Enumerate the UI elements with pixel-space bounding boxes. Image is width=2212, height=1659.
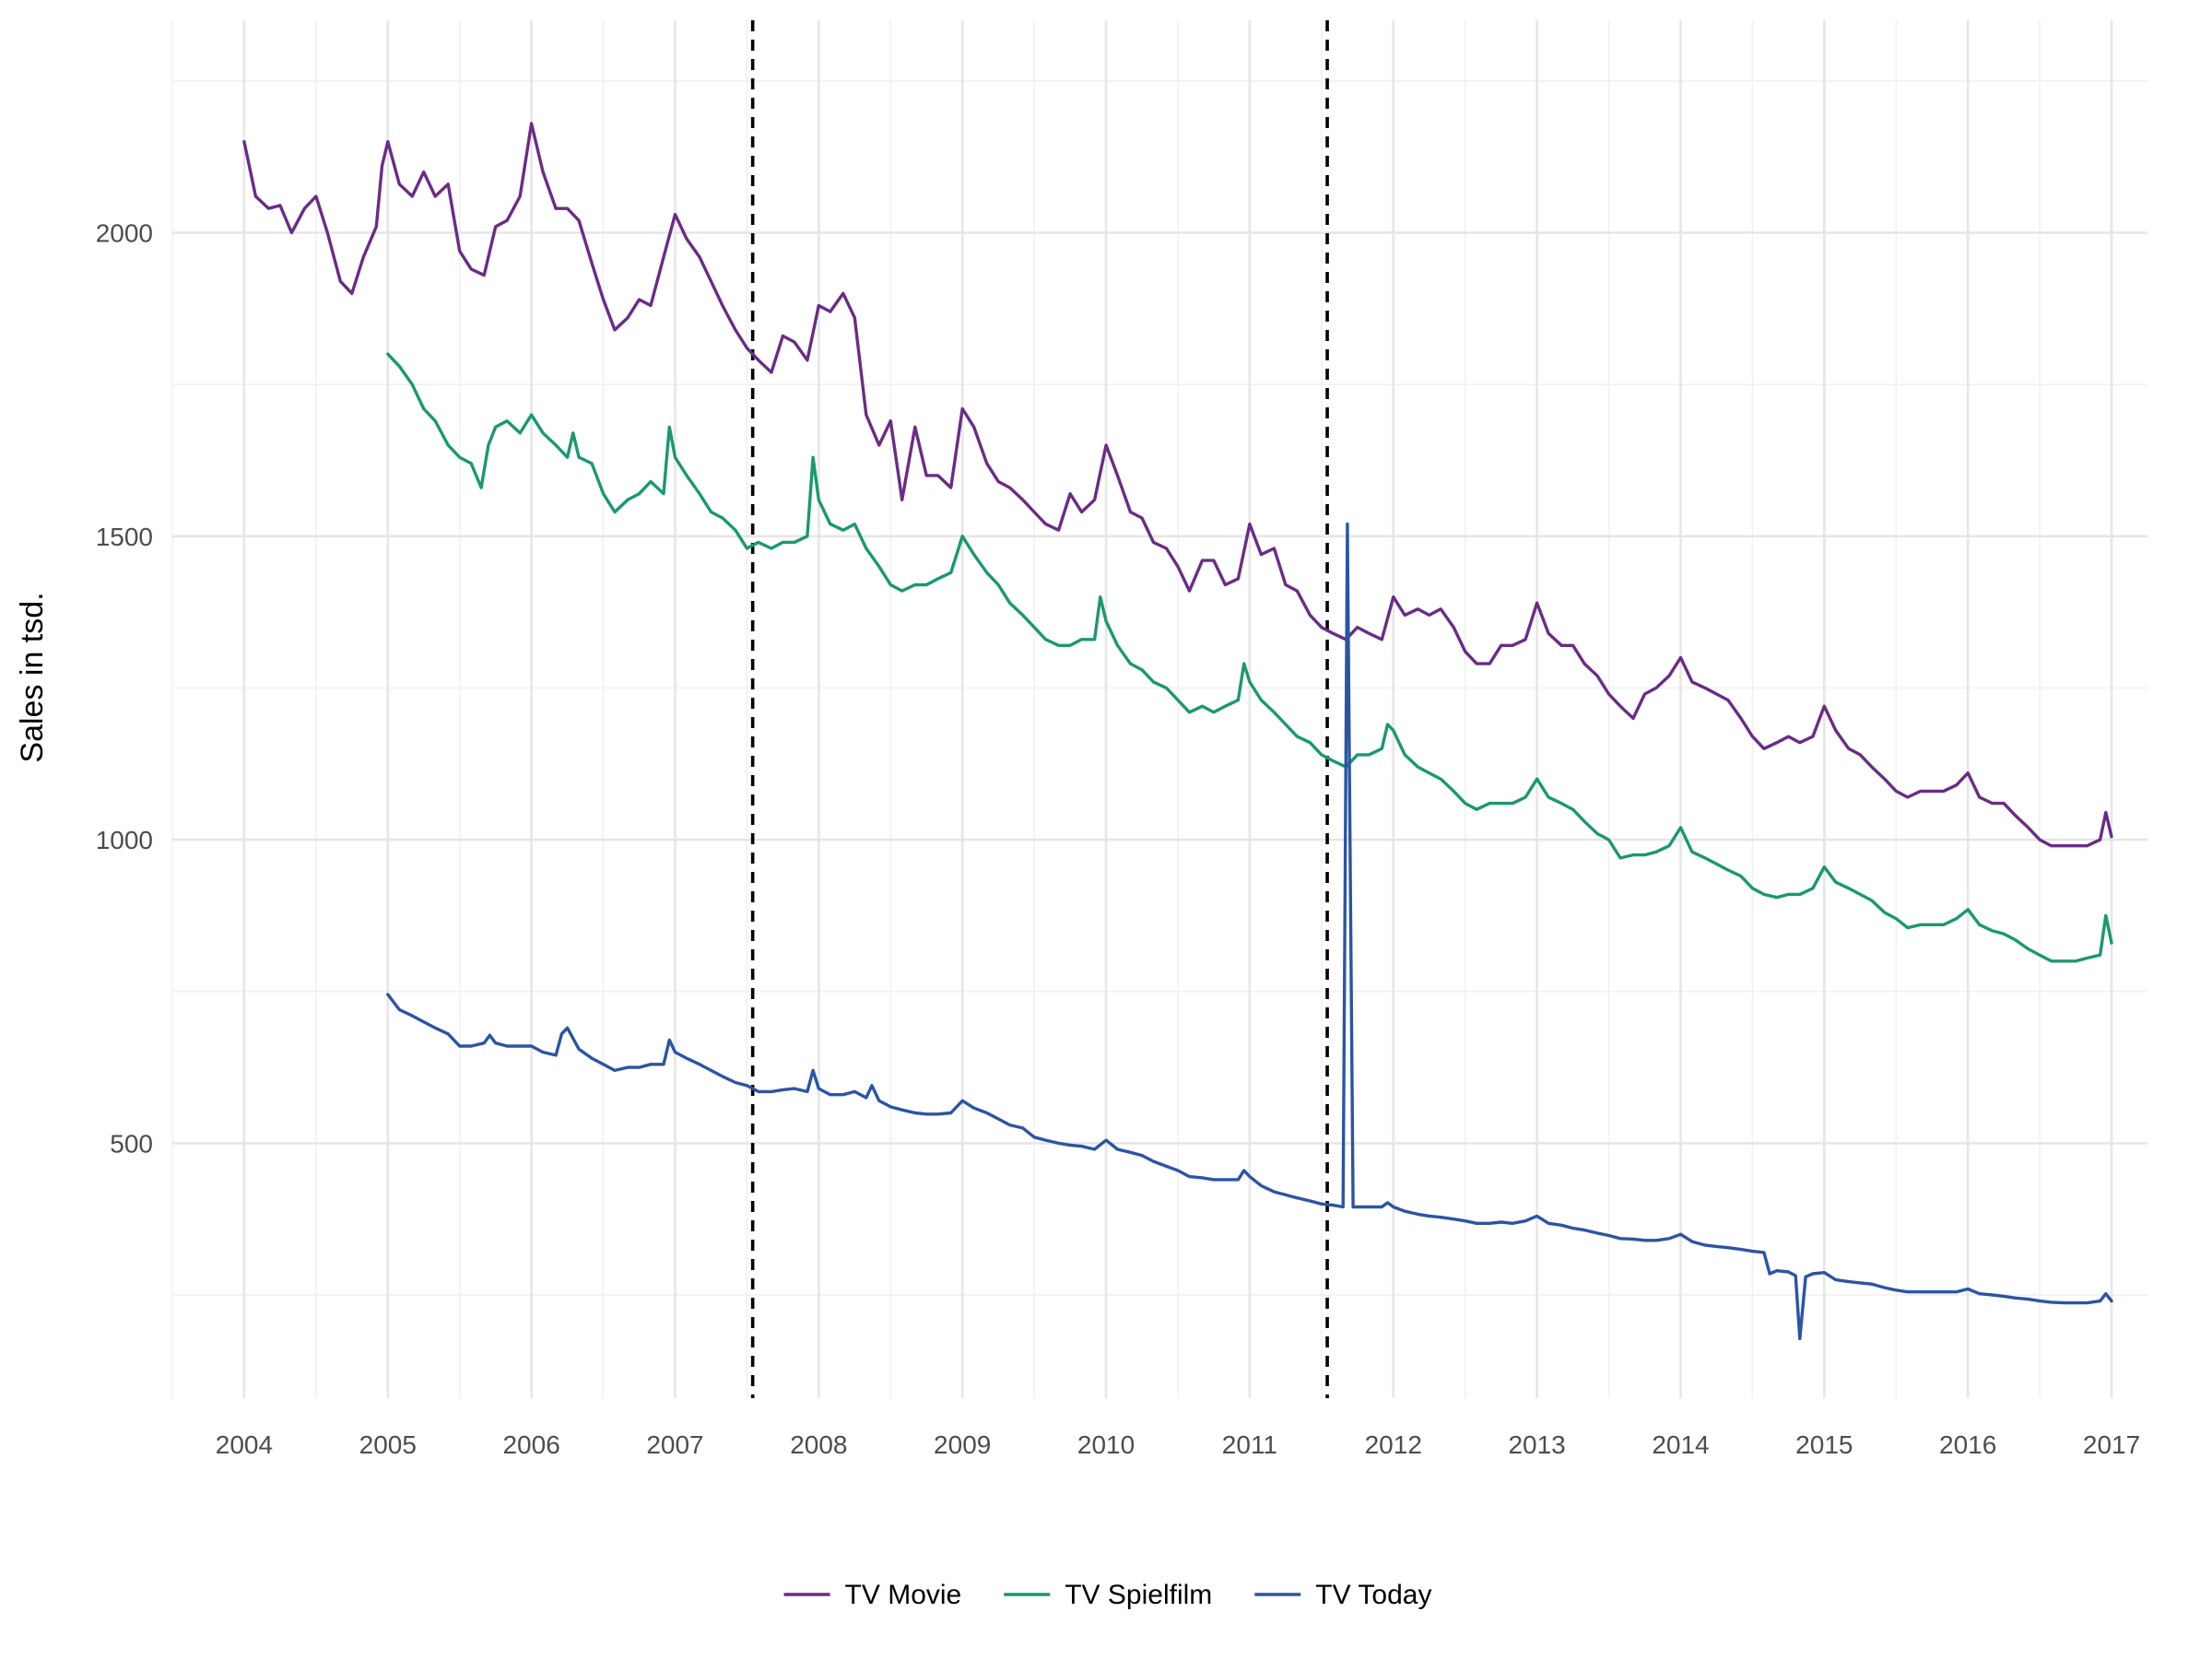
y-tick-label: 500 <box>110 1129 153 1158</box>
x-tick-label: 2010 <box>1077 1430 1135 1459</box>
legend-label-tv-spielfilm: TV Spielfilm <box>1065 1580 1212 1610</box>
x-tick-label: 2007 <box>646 1430 703 1459</box>
x-tick-label: 2013 <box>1508 1430 1565 1459</box>
y-tick-label: 1500 <box>96 523 153 551</box>
legend-label-tv-movie: TV Movie <box>845 1580 962 1610</box>
legend-label-tv-today: TV Today <box>1315 1580 1431 1610</box>
x-tick-label: 2014 <box>1652 1430 1709 1459</box>
legend: TV Movie TV Spielfilm TV Today <box>783 1580 1431 1610</box>
series-line-tv-spielfilm <box>386 352 2113 963</box>
series-lines <box>242 122 2113 1341</box>
x-tick-label: 2004 <box>216 1430 273 1459</box>
series-line-tv-today <box>386 522 2113 1341</box>
x-axis-tick-labels: 2004 2005 2006 2007 2008 2009 2010 2011 2012 2013… <box>216 1430 2140 1459</box>
y-tick-label: 2000 <box>96 219 153 248</box>
y-axis-title: Sales in tsd. <box>15 592 50 762</box>
x-tick-label: 2009 <box>934 1430 991 1459</box>
x-tick-label: 2008 <box>790 1430 847 1459</box>
y-axis-tick-labels: 500 1000 1500 2000 <box>96 219 153 1159</box>
x-tick-label: 2017 <box>2083 1430 2140 1459</box>
y-tick-label: 1000 <box>96 826 153 854</box>
x-tick-label: 2016 <box>1939 1430 1996 1459</box>
x-tick-label: 2012 <box>1365 1430 1422 1459</box>
x-tick-label: 2011 <box>1222 1430 1277 1459</box>
x-tick-label: 2005 <box>359 1430 417 1459</box>
x-tick-label: 2015 <box>1795 1430 1853 1459</box>
reference-lines <box>750 20 1329 1398</box>
x-tick-label: 2006 <box>502 1430 559 1459</box>
series-line-tv-movie <box>242 122 2113 848</box>
